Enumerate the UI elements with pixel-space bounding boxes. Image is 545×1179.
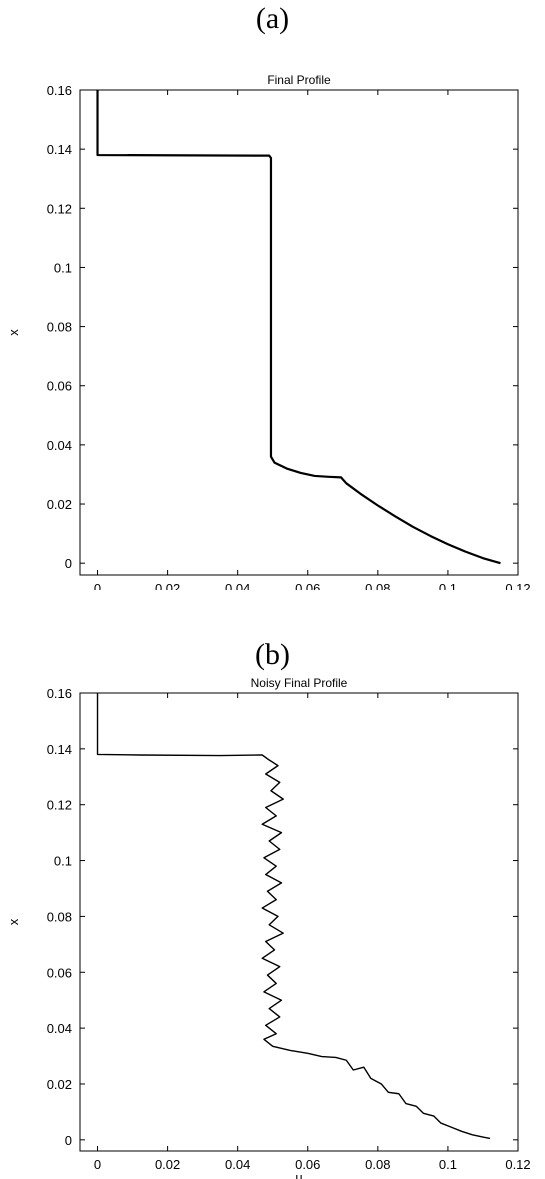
- y-tick-label: 0.04: [47, 1021, 72, 1036]
- x-tick-label: 0.02: [155, 581, 180, 590]
- y-tick-label: 0.12: [47, 798, 72, 813]
- y-tick-label: 0.14: [47, 742, 72, 757]
- x-tick-label: 0.12: [505, 1157, 530, 1172]
- x-tick-label: 0.08: [365, 581, 390, 590]
- x-tick-label: 0.06: [295, 581, 320, 590]
- y-tick-label: 0.1: [54, 260, 72, 275]
- series-line: [96, 693, 491, 1140]
- x-tick-label: 0.12: [505, 581, 530, 590]
- chart-title: Final Profile: [267, 73, 331, 87]
- series-line: [96, 90, 501, 565]
- x-tick-label: 0.02: [155, 1157, 180, 1172]
- y-tick-label: 0.02: [47, 1077, 72, 1092]
- y-tick-label: 0.08: [47, 909, 72, 924]
- y-tick-label: 0.16: [47, 83, 72, 98]
- plot-frame: [79, 89, 519, 576]
- panel-label: (a): [255, 2, 290, 35]
- y-axis-label: x: [6, 918, 21, 925]
- x-tick-label: 0.1: [439, 1157, 457, 1172]
- x-tick-label: 0: [94, 1157, 101, 1172]
- y-tick-label: 0.08: [47, 320, 72, 335]
- y-tick-label: 0: [65, 556, 72, 571]
- y-tick-label: 0.04: [47, 438, 72, 453]
- x-axis-label: u: [295, 1170, 302, 1179]
- y-tick-label: 0.12: [47, 201, 72, 216]
- y-tick-label: 0.02: [47, 497, 72, 512]
- panel-label: (b): [255, 638, 290, 671]
- panel-a: (a) Final Profile 0 0.02 0.04 0.06 0.08 0.1 0.1…: [6, 2, 531, 590]
- chart-final-profile: Final Profile 0 0.02 0.04 0.06 0.08 0.1 0.12 0 0.…: [6, 73, 531, 590]
- y-tick-label: 0.16: [47, 686, 72, 701]
- chart-noisy-final-profile: Noisy Final Profile 0 0.02 0.04 0.06 0.08 0.1 0…: [6, 676, 531, 1179]
- x-tick-label: 0.06: [295, 1157, 320, 1172]
- panel-b: (b) Noisy Final Profile 0 0.02 0.04 0.06 0.08…: [0, 590, 545, 1179]
- y-tick-label: 0.06: [47, 965, 72, 980]
- chart-title: Noisy Final Profile: [251, 676, 348, 690]
- plot-frame: [79, 692, 519, 1152]
- y-axis-label: x: [6, 329, 21, 336]
- x-tick-label: 0.04: [225, 581, 250, 590]
- y-tick-label: 0.14: [47, 142, 72, 157]
- x-tick-label: 0.1: [439, 581, 457, 590]
- y-tick-label: 0.1: [54, 854, 72, 869]
- x-tick-label: 0: [94, 581, 101, 590]
- x-tick-label: 0.08: [365, 1157, 390, 1172]
- y-tick-label: 0: [65, 1133, 72, 1148]
- y-tick-label: 0.06: [47, 379, 72, 394]
- x-tick-label: 0.04: [225, 1157, 250, 1172]
